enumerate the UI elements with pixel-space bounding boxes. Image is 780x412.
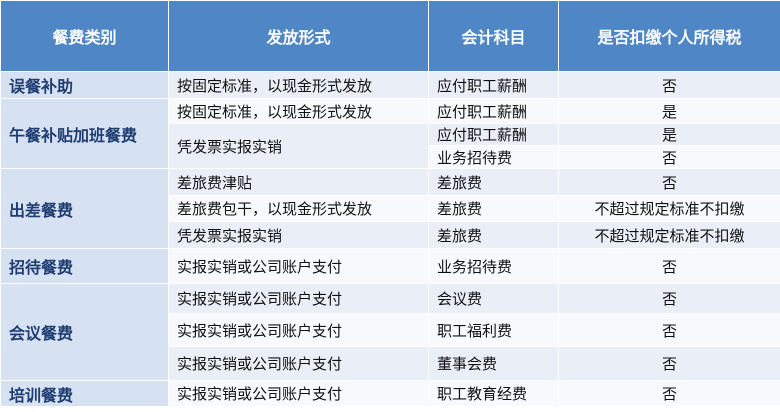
payment-form: 实报实销或公司账户支付 — [168, 283, 429, 314]
payment-form: 实报实销或公司账户支付 — [168, 248, 429, 284]
header-cell: 发放形式 — [168, 0, 429, 72]
row: 会议餐费 实报实销或公司账户支付 会议费 否 — [0, 283, 780, 381]
row: 招待餐费 实报实销或公司账户支付 业务招待费 否 — [0, 248, 780, 284]
payment-form: 按固定标准，以现金形式发放 — [168, 98, 429, 124]
tax: 否 — [558, 313, 780, 347]
tax: 是 — [558, 98, 780, 124]
category: 误餐补助 — [0, 71, 169, 99]
payment-form: 凭发票实报实销 — [168, 123, 429, 169]
tax: 否 — [558, 168, 780, 196]
row: 凭发票实报实销 应付职工薪酬 是 — [1, 123, 780, 169]
account: 应付职工薪酬 — [428, 123, 559, 146]
payment-form: 实报实销或公司账户支付 — [168, 313, 429, 347]
row: 业务招待费 否 — [1, 145, 780, 169]
row: 实报实销或公司账户支付 董事会费 否 — [1, 346, 780, 381]
header-row: 餐费类别 发放形式 会计科目 是否扣缴个人所得税 — [0, 0, 780, 72]
row: 培训餐费 实报实销或公司账户支付 职工教育经费 否 — [0, 380, 780, 407]
tax: 否 — [558, 145, 780, 169]
tax: 否 — [558, 248, 780, 284]
account: 差旅费 — [428, 195, 559, 222]
category: 午餐补贴加班餐费 — [0, 98, 169, 169]
payment-form: 凭发票实报实销 — [168, 221, 429, 249]
account: 应付职工薪酬 — [428, 98, 559, 124]
category: 培训餐费 — [0, 380, 169, 407]
account: 业务招待费 — [428, 145, 559, 169]
category: 招待餐费 — [0, 248, 169, 284]
account: 会议费 — [428, 283, 559, 314]
tax: 不超过规定标准不扣缴 — [558, 221, 780, 249]
tax: 否 — [558, 71, 780, 99]
account: 职工教育经费 — [428, 380, 559, 407]
account: 差旅费 — [428, 168, 559, 196]
account: 职工福利费 — [428, 313, 559, 347]
row: 误餐补助 按固定标准，以现金形式发放 应付职工薪酬 否 — [0, 71, 780, 99]
header-cell: 是否扣缴个人所得税 — [558, 0, 780, 72]
tax: 否 — [558, 283, 780, 314]
payment-form: 按固定标准，以现金形式发放 — [168, 71, 429, 99]
account: 差旅费 — [428, 221, 559, 249]
payment-form: 差旅费包干，以现金形式发放 — [168, 195, 429, 222]
payment-form: 实报实销或公司账户支付 — [168, 380, 429, 407]
account: 应付职工薪酬 — [428, 71, 559, 99]
payment-form: 实报实销或公司账户支付 — [168, 346, 429, 381]
account: 业务招待费 — [428, 248, 559, 284]
tax: 不超过规定标准不扣缴 — [558, 195, 780, 222]
header-cell: 会计科目 — [428, 0, 559, 72]
account: 董事会费 — [428, 346, 559, 381]
category: 会议餐费 — [0, 283, 169, 381]
tax: 否 — [558, 346, 780, 381]
header-cell: 餐费类别 — [0, 0, 169, 72]
payment-form: 差旅费津贴 — [168, 168, 429, 196]
tax: 是 — [558, 123, 780, 146]
category: 出差餐费 — [0, 168, 169, 249]
row: 凭发票实报实销 差旅费 不超过规定标准不扣缴 — [1, 221, 780, 249]
row: 出差餐费 差旅费津贴 差旅费 否 — [0, 168, 780, 249]
tax: 否 — [558, 380, 780, 407]
row: 午餐补贴加班餐费 按固定标准，以现金形式发放 应付职工薪酬 是 — [0, 98, 780, 169]
